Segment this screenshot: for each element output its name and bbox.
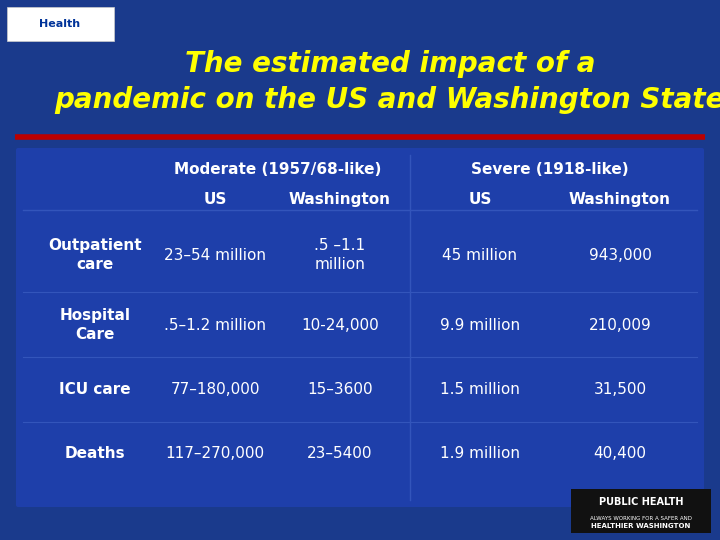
Text: 117–270,000: 117–270,000	[166, 446, 264, 461]
Text: .5 –1.1
million: .5 –1.1 million	[315, 238, 366, 272]
Text: 45 million: 45 million	[443, 247, 518, 262]
Text: 77–180,000: 77–180,000	[170, 382, 260, 397]
FancyBboxPatch shape	[571, 489, 711, 533]
Text: HEALTHIER WASHINGTON: HEALTHIER WASHINGTON	[591, 523, 690, 529]
Text: PUBLIC HEALTH: PUBLIC HEALTH	[599, 497, 683, 507]
Text: 9.9 million: 9.9 million	[440, 318, 520, 333]
Text: Severe (1918-like): Severe (1918-like)	[471, 162, 629, 177]
FancyBboxPatch shape	[16, 148, 704, 507]
Text: US: US	[203, 192, 227, 207]
Text: Deaths: Deaths	[65, 446, 125, 461]
Text: Health: Health	[40, 19, 81, 29]
Text: 210,009: 210,009	[589, 318, 652, 333]
Text: 943,000: 943,000	[588, 247, 652, 262]
Text: Washington: Washington	[289, 192, 391, 207]
Text: 40,400: 40,400	[593, 446, 647, 461]
Text: Washington: Washington	[569, 192, 671, 207]
Text: 23–54 million: 23–54 million	[164, 247, 266, 262]
Text: 15–3600: 15–3600	[307, 382, 373, 397]
Text: US: US	[468, 192, 492, 207]
Text: ALWAYS WORKING FOR A SAFER AND: ALWAYS WORKING FOR A SAFER AND	[590, 516, 692, 521]
Text: Moderate (1957/68-like): Moderate (1957/68-like)	[174, 162, 381, 177]
FancyBboxPatch shape	[7, 7, 114, 41]
Text: .5–1.2 million: .5–1.2 million	[164, 318, 266, 333]
Text: 31,500: 31,500	[593, 382, 647, 397]
Text: 1.9 million: 1.9 million	[440, 446, 520, 461]
Text: 1.5 million: 1.5 million	[440, 382, 520, 397]
Text: The estimated impact of a
pandemic on the US and Washington State: The estimated impact of a pandemic on th…	[55, 50, 720, 114]
Text: 23–5400: 23–5400	[307, 446, 373, 461]
Text: 10-24,000: 10-24,000	[301, 318, 379, 333]
Text: Hospital
Care: Hospital Care	[60, 308, 130, 342]
Text: Outpatient
care: Outpatient care	[48, 238, 142, 272]
Text: ICU care: ICU care	[59, 382, 131, 397]
